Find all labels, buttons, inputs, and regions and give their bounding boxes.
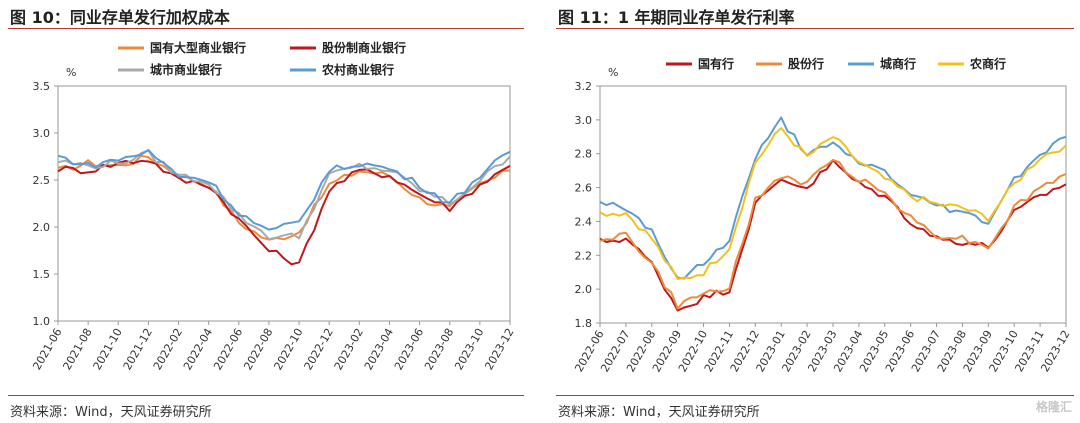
x-tick-label: 2021-10 (91, 326, 125, 372)
y-tick-label: 2.5 (33, 174, 51, 187)
y-tick-label: 3.5 (33, 80, 51, 93)
y-tick-label: 2.2 (575, 249, 593, 262)
y-tick-label: 1.5 (33, 268, 51, 281)
x-tick-label: 2021-12 (121, 326, 155, 372)
series-line-3 (599, 116, 1067, 280)
bottom-rule (8, 395, 524, 396)
x-tick-label: 2023-02 (332, 326, 366, 372)
series-line-3 (57, 149, 511, 241)
right-figure-panel: 图 11：1 年期同业存单发行利率 % 1.8 2.0 2.2 2.4 2.6 2.8 3.0… (548, 0, 1080, 423)
plot-area (57, 85, 511, 322)
x-tick-label: 2021-06 (30, 326, 64, 372)
y-tick-label: 1.0 (33, 315, 51, 328)
legend-label: 股份行 (788, 56, 824, 71)
legend-label: 城市商业银行 (150, 62, 222, 77)
y-tick-label: 2.8 (575, 148, 593, 161)
series-line-2 (599, 158, 1067, 310)
left-figure-panel: 图 10：同业存单发行加权成本 % 1.0 1.5 2.0 2.5 3.0 3.5 2021-… (0, 0, 530, 423)
legend-label: 国有行 (698, 56, 734, 71)
top-rule (8, 28, 524, 29)
top-rule (556, 28, 1074, 29)
y-tick-label: 2.0 (33, 221, 51, 234)
x-tick-label: 2022-06 (211, 326, 245, 372)
y-tick-label: 2.0 (575, 283, 593, 296)
x-tick-label: 2021-08 (60, 326, 94, 372)
series-line-2 (57, 159, 511, 266)
y-tick-label: 3.2 (575, 80, 593, 93)
y-tick-label: 2.6 (575, 182, 593, 195)
x-tick-label: 2023-08 (422, 326, 456, 372)
y-unit-label: % (66, 66, 76, 79)
figure-11-source: 资料来源：Wind，天风证券研究所 (558, 405, 760, 420)
legend-label: 农商行 (969, 56, 1006, 71)
x-tick-label: 2022-04 (181, 326, 215, 372)
series-line-4 (599, 127, 1067, 281)
figure-11-title: 图 11：1 年期同业存单发行利率 (558, 8, 795, 27)
x-tick-label: 2022-02 (151, 326, 185, 372)
chart-10-svg: % 1.0 1.5 2.0 2.5 3.0 3.5 2021-062021-082021-10… (30, 40, 516, 372)
y-tick-label: 3.0 (33, 127, 51, 140)
x-tick-label: 2022-08 (241, 326, 275, 372)
x-tick-label: 2023-04 (362, 326, 396, 372)
watermark-logo: 格隆汇 (1035, 400, 1072, 414)
plot-area (599, 85, 1067, 324)
y-tick-label: 3.0 (575, 114, 593, 127)
series-line-4 (57, 149, 511, 231)
x-tick-label: 2022-12 (302, 326, 336, 372)
y-tick-label: 1.8 (575, 317, 593, 330)
legend-label: 国有大型商业银行 (150, 40, 246, 55)
figure-10-title: 图 10：同业存单发行加权成本 (10, 8, 230, 27)
bottom-rule (556, 395, 1074, 396)
chart-11-svg: %1.82.02.22.42.62.83.03.22022-062022-072… (572, 56, 1072, 374)
figure-10-source: 资料来源：Wind，天风证券研究所 (10, 405, 212, 420)
y-unit-label: % (608, 66, 618, 79)
legend-label: 股份制商业银行 (322, 40, 406, 55)
x-tick-label: 2023-10 (452, 326, 486, 372)
legend-label: 农村商业银行 (321, 62, 394, 77)
legend-label: 城商行 (880, 56, 916, 71)
x-tick-label: 2023-12 (482, 326, 516, 372)
x-tick-label: 2022-10 (271, 326, 305, 372)
y-tick-label: 2.4 (575, 215, 593, 228)
x-tick-label: 2023-06 (392, 326, 426, 372)
